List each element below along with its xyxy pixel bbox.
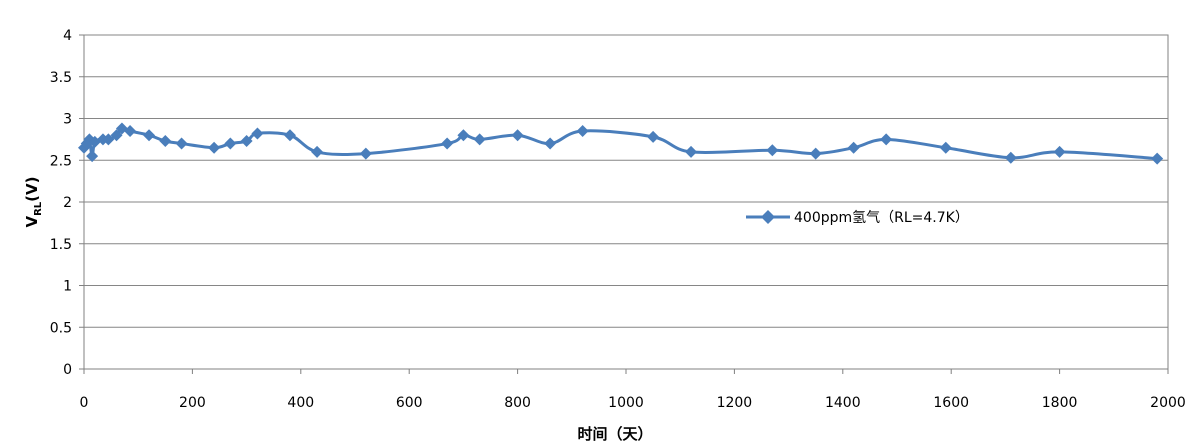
y-tick-label: 1 <box>63 279 72 295</box>
data-point-marker <box>647 130 660 143</box>
data-point-marker <box>110 129 123 142</box>
x-tick-label: 600 <box>396 395 423 411</box>
x-tick-label: 1600 <box>933 395 969 411</box>
data-point-marker <box>685 145 698 158</box>
data-point-marker <box>847 141 860 154</box>
x-tick-label: 1200 <box>717 395 753 411</box>
x-tick-label: 1000 <box>608 395 644 411</box>
data-point-marker <box>441 137 454 150</box>
y-tick-label: 2.5 <box>50 153 72 169</box>
y-axis-title-main: V <box>23 216 41 228</box>
x-tick-label: 0 <box>80 395 89 411</box>
y-tick-label: 4 <box>63 28 72 44</box>
data-point-marker <box>576 125 589 138</box>
legend: 400ppm氢气（RL=4.7K） <box>746 210 969 226</box>
x-tick-label: 200 <box>179 395 206 411</box>
data-point-marker <box>766 144 779 157</box>
data-point-marker <box>359 147 372 160</box>
x-tick-label: 400 <box>287 395 314 411</box>
data-point-marker <box>311 145 324 158</box>
data-point-marker <box>86 150 99 163</box>
y-tick-label: 3.5 <box>50 70 72 86</box>
legend-label: 400ppm氢气（RL=4.7K） <box>794 210 969 226</box>
y-tick-label: 3 <box>63 112 72 128</box>
x-axis-title: 时间（天） <box>577 425 652 443</box>
data-point-marker <box>224 137 237 150</box>
data-point-marker <box>1151 152 1164 165</box>
data-point-marker <box>1053 145 1066 158</box>
data-point-marker <box>175 137 188 150</box>
data-series <box>78 122 1164 165</box>
data-point-marker <box>457 129 470 142</box>
gridlines <box>84 34 1168 328</box>
data-point-marker <box>511 129 524 142</box>
y-axis-title-sub: RL <box>33 201 44 216</box>
data-point-marker <box>102 133 115 146</box>
data-point-marker <box>283 129 296 142</box>
x-tick-label: 1400 <box>825 395 861 411</box>
y-tick-label: 1.5 <box>50 237 72 253</box>
data-point-marker <box>1004 151 1017 164</box>
y-tick-label: 2 <box>63 195 72 211</box>
x-tick-label: 1800 <box>1042 395 1078 411</box>
data-point-marker <box>880 133 893 146</box>
data-point-marker <box>124 125 137 138</box>
data-point-marker <box>473 133 486 146</box>
x-tick-label: 800 <box>504 395 531 411</box>
y-axis-title-unit: (V) <box>23 176 41 201</box>
data-point-marker <box>143 129 156 142</box>
data-point-marker <box>251 127 264 140</box>
x-tick-label: 2000 <box>1150 395 1186 411</box>
data-point-marker <box>544 137 557 150</box>
data-point-marker <box>809 147 822 160</box>
data-point-marker <box>939 141 952 154</box>
data-point-marker <box>240 135 253 148</box>
y-tick-label: 0.5 <box>50 320 72 336</box>
data-point-marker <box>208 141 221 154</box>
axis-ticks: 0 0.5 1 1.5 2 2.5 3 3.5 4 0 200 400 600 800 1000 1200 14… <box>50 28 1186 411</box>
y-axis-title: VRL(V) <box>23 176 44 227</box>
legend-marker <box>761 210 775 224</box>
data-point-marker <box>159 135 172 148</box>
y-tick-label: 0 <box>63 362 72 378</box>
